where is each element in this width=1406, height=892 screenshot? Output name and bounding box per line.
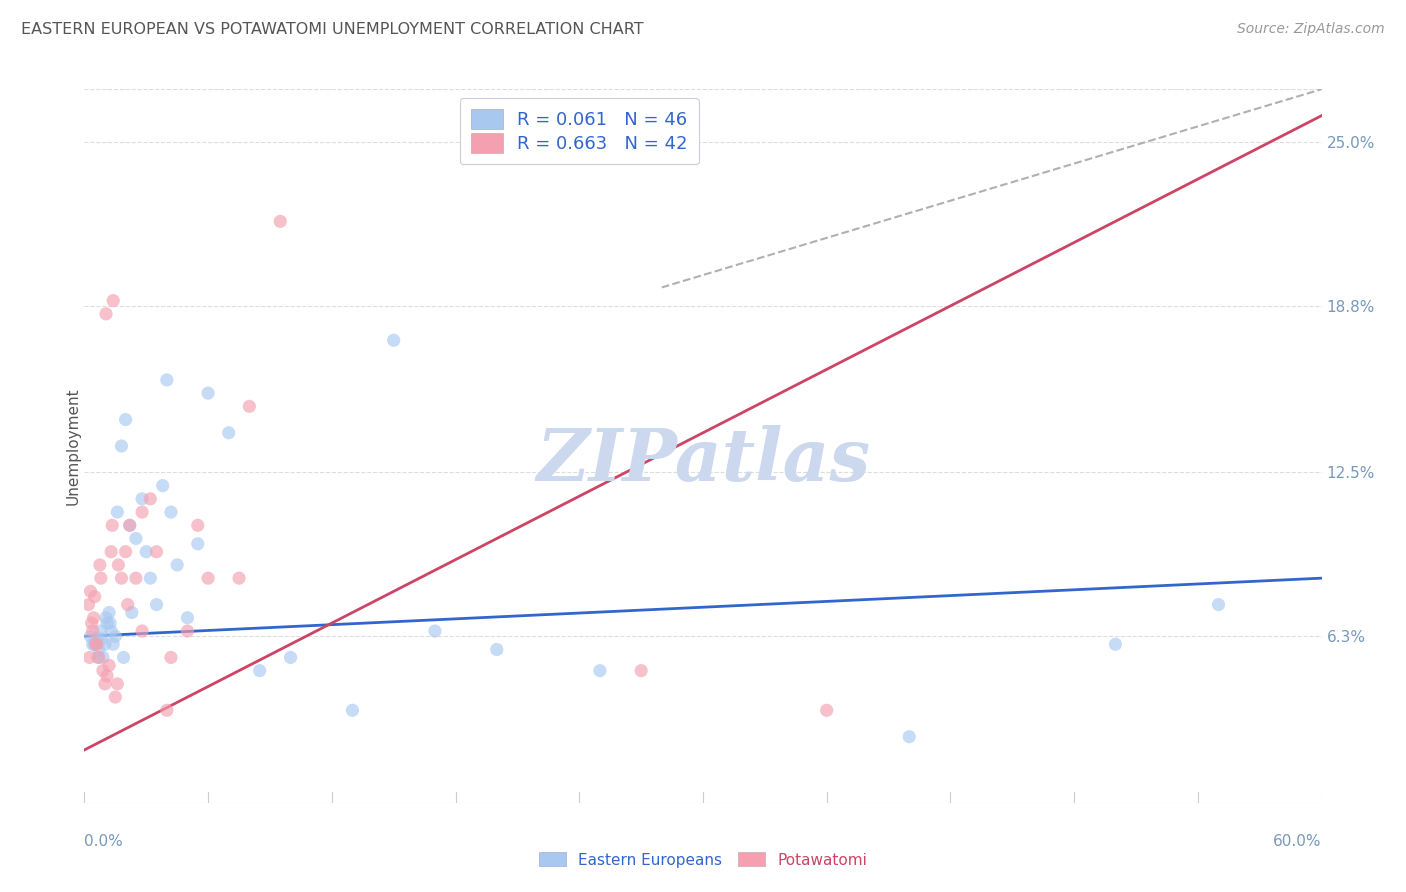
Point bbox=[160, 505, 183, 519]
Point bbox=[87, 642, 110, 657]
Point bbox=[131, 491, 153, 506]
Point bbox=[79, 650, 101, 665]
Point bbox=[156, 703, 179, 717]
Point bbox=[898, 730, 921, 744]
Point bbox=[117, 598, 139, 612]
Text: 60.0%: 60.0% bbox=[1274, 834, 1322, 849]
Point bbox=[98, 616, 121, 631]
Point bbox=[114, 545, 136, 559]
Point bbox=[139, 491, 162, 506]
Point bbox=[83, 611, 105, 625]
Point bbox=[96, 616, 118, 631]
Point bbox=[112, 650, 135, 665]
Point bbox=[90, 571, 112, 585]
Point bbox=[90, 624, 112, 638]
Point bbox=[110, 439, 132, 453]
Point bbox=[94, 307, 117, 321]
Point bbox=[86, 632, 108, 646]
Point bbox=[82, 637, 104, 651]
Point bbox=[176, 611, 198, 625]
Point bbox=[1208, 598, 1230, 612]
Point bbox=[187, 537, 209, 551]
Legend: Eastern Europeans, Potawatomi: Eastern Europeans, Potawatomi bbox=[533, 847, 873, 873]
Point bbox=[269, 214, 291, 228]
Point bbox=[100, 545, 122, 559]
Point bbox=[110, 571, 132, 585]
Point bbox=[145, 598, 167, 612]
Point bbox=[80, 616, 103, 631]
Point bbox=[96, 669, 118, 683]
Point bbox=[187, 518, 209, 533]
Point bbox=[84, 637, 107, 651]
Point bbox=[423, 624, 446, 638]
Text: ZIPatlas: ZIPatlas bbox=[536, 425, 870, 496]
Point bbox=[98, 606, 121, 620]
Point bbox=[121, 606, 143, 620]
Legend: R = 0.061   N = 46, R = 0.663   N = 42: R = 0.061 N = 46, R = 0.663 N = 42 bbox=[460, 98, 699, 164]
Point bbox=[118, 518, 141, 533]
Text: EASTERN EUROPEAN VS POTAWATOMI UNEMPLOYMENT CORRELATION CHART: EASTERN EUROPEAN VS POTAWATOMI UNEMPLOYM… bbox=[21, 22, 644, 37]
Point bbox=[87, 650, 110, 665]
Text: 0.0%: 0.0% bbox=[84, 834, 124, 849]
Point bbox=[77, 598, 100, 612]
Point bbox=[197, 386, 219, 401]
Point bbox=[238, 400, 260, 414]
Point bbox=[87, 650, 110, 665]
Point bbox=[228, 571, 250, 585]
Point bbox=[82, 624, 104, 638]
Point bbox=[125, 532, 148, 546]
Point bbox=[131, 624, 153, 638]
Point bbox=[79, 584, 101, 599]
Point bbox=[139, 571, 162, 585]
Point bbox=[100, 624, 122, 638]
Point bbox=[98, 658, 121, 673]
Point bbox=[94, 637, 117, 651]
Point bbox=[125, 571, 148, 585]
Point bbox=[105, 505, 128, 519]
Point bbox=[94, 611, 117, 625]
Point bbox=[89, 558, 111, 572]
Point bbox=[114, 412, 136, 426]
Point bbox=[118, 518, 141, 533]
Point bbox=[79, 629, 101, 643]
Point bbox=[90, 632, 112, 646]
Point bbox=[83, 590, 105, 604]
Point bbox=[145, 545, 167, 559]
Point bbox=[166, 558, 188, 572]
Point bbox=[630, 664, 652, 678]
Point bbox=[91, 650, 114, 665]
Point bbox=[589, 664, 612, 678]
Point bbox=[103, 293, 125, 308]
Text: Source: ZipAtlas.com: Source: ZipAtlas.com bbox=[1237, 22, 1385, 37]
Point bbox=[103, 637, 125, 651]
Point bbox=[86, 637, 108, 651]
Point bbox=[107, 558, 129, 572]
Point bbox=[135, 545, 157, 559]
Point bbox=[1104, 637, 1126, 651]
Point bbox=[131, 505, 153, 519]
Point bbox=[815, 703, 838, 717]
Point bbox=[104, 629, 127, 643]
Point bbox=[83, 637, 105, 651]
Point bbox=[105, 677, 128, 691]
Point bbox=[160, 650, 183, 665]
Point bbox=[218, 425, 240, 440]
Point bbox=[382, 333, 405, 347]
Y-axis label: Unemployment: Unemployment bbox=[66, 387, 80, 505]
Point bbox=[176, 624, 198, 638]
Point bbox=[152, 478, 174, 492]
Point bbox=[280, 650, 302, 665]
Point bbox=[91, 664, 114, 678]
Point bbox=[156, 373, 179, 387]
Point bbox=[485, 642, 508, 657]
Point bbox=[197, 571, 219, 585]
Point bbox=[342, 703, 364, 717]
Point bbox=[94, 677, 117, 691]
Point bbox=[104, 690, 127, 704]
Point bbox=[249, 664, 271, 678]
Point bbox=[101, 518, 124, 533]
